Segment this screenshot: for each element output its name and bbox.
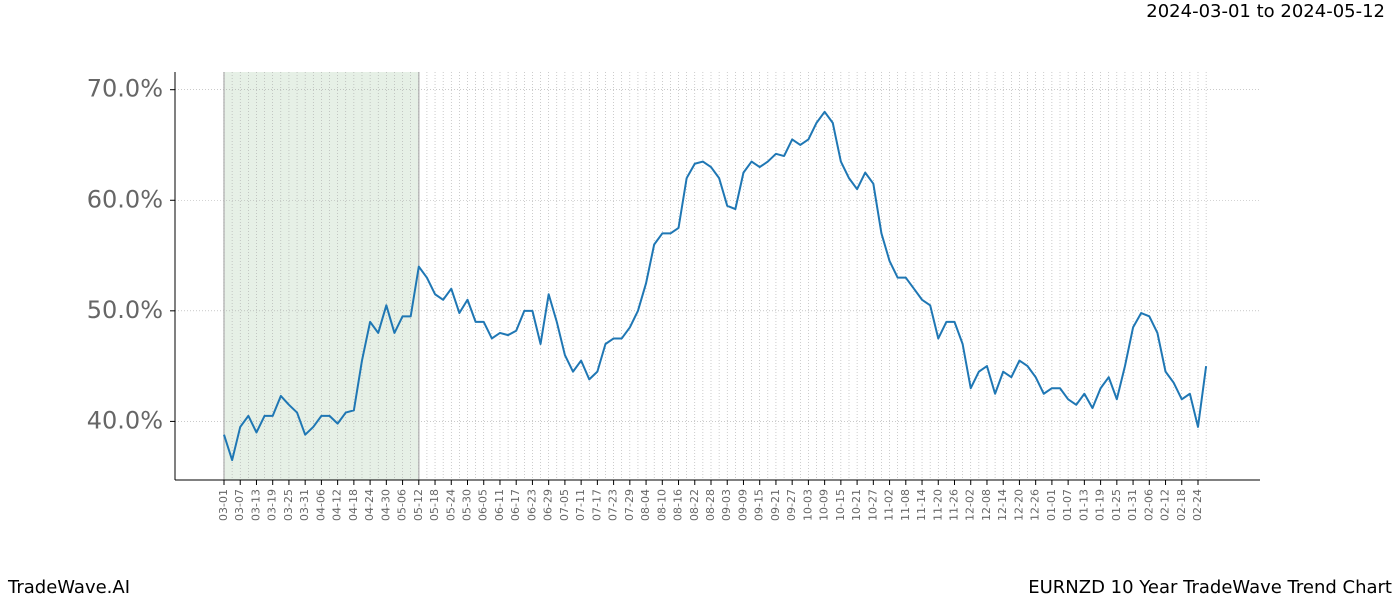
x-tick-label: 02-24: [1191, 489, 1204, 521]
x-tick-label: 07-29: [623, 489, 636, 521]
x-tick-label: 04-12: [331, 489, 344, 521]
x-tick-label: 04-30: [379, 489, 392, 521]
x-tick-label: 09-09: [736, 489, 749, 521]
x-tick-label: 10-15: [834, 489, 847, 521]
x-tick-label: 01-13: [1077, 489, 1090, 521]
x-tick-label: 11-20: [931, 489, 944, 521]
x-tick-label: 10-21: [850, 489, 863, 521]
x-tick-label: 06-29: [542, 489, 555, 521]
x-tick-label: 08-04: [639, 489, 652, 521]
x-tick-label: 03-25: [282, 489, 295, 521]
x-tick-label: 06-23: [525, 489, 538, 521]
x-tick-label: 04-06: [314, 489, 327, 521]
x-tick-label: 11-26: [948, 489, 961, 521]
x-tick-label: 05-12: [412, 489, 425, 521]
x-tick-label: 05-24: [444, 489, 457, 521]
x-tick-label: 06-17: [509, 489, 522, 521]
x-tick-label: 12-02: [964, 489, 977, 521]
x-tick-label: 07-17: [590, 489, 603, 521]
x-tick-label: 02-18: [1175, 489, 1188, 521]
x-tick-label: 07-05: [558, 489, 571, 521]
x-tick-label: 07-11: [574, 489, 587, 521]
x-tick-label: 10-27: [866, 489, 879, 521]
date-range: 2024-03-01 to 2024-05-12: [1146, 1, 1385, 22]
x-tick-label: 09-21: [769, 489, 782, 521]
x-tick-label: 12-08: [980, 489, 993, 521]
chart-title: EURNZD 10 Year TradeWave Trend Chart: [1028, 577, 1392, 598]
x-tick-label: 06-11: [493, 489, 506, 521]
x-tick-label: 10-03: [801, 489, 814, 521]
x-tick-label: 12-14: [996, 489, 1009, 521]
x-tick-label: 01-07: [1061, 489, 1074, 521]
y-tick-label: 40.0%: [87, 406, 163, 434]
x-tick-label: 01-01: [1045, 489, 1058, 521]
y-tick-label: 70.0%: [87, 75, 163, 103]
x-tick-label: 08-10: [655, 489, 668, 521]
x-tick-label: 11-14: [915, 489, 928, 521]
x-tick-label: 10-09: [818, 489, 831, 521]
x-tick-label: 03-19: [266, 489, 279, 521]
x-tick-label: 08-28: [704, 489, 717, 521]
x-tick-label: 03-01: [217, 489, 230, 521]
x-tick-label: 04-18: [347, 489, 360, 521]
x-tick-label: 09-15: [753, 489, 766, 521]
x-tick-label: 11-02: [883, 489, 896, 521]
x-tick-label: 11-08: [899, 489, 912, 521]
line-series: [223, 110, 1208, 462]
x-tick-label: 06-05: [477, 489, 490, 521]
x-tick-label: 03-13: [249, 489, 262, 521]
x-tick-label: 08-16: [672, 489, 685, 521]
x-tick-label: 05-06: [396, 489, 409, 521]
x-tick-label: 01-31: [1126, 489, 1139, 521]
x-tick-label: 01-25: [1110, 489, 1123, 521]
brand: TradeWave.AI: [7, 577, 130, 598]
x-tick-label: 01-19: [1094, 489, 1107, 521]
x-tick-label: 02-12: [1159, 489, 1172, 521]
x-tick-label: 09-03: [720, 489, 733, 521]
x-tick-label: 05-18: [428, 489, 441, 521]
x-tick-label: 03-31: [298, 489, 311, 521]
x-tick-label: 05-30: [461, 489, 474, 521]
x-tick-label: 12-26: [1029, 489, 1042, 521]
x-tick-label: 03-07: [233, 489, 246, 521]
x-tick-label: 09-27: [785, 489, 798, 521]
x-tick-label: 08-22: [688, 489, 701, 521]
x-tick-label: 02-06: [1142, 489, 1155, 521]
y-tick-label: 60.0%: [87, 185, 163, 213]
y-tick-label: 50.0%: [87, 296, 163, 324]
x-tick-label: 12-20: [1012, 489, 1025, 521]
x-tick-label: 07-23: [607, 489, 620, 521]
x-tick-label: 04-24: [363, 489, 376, 521]
